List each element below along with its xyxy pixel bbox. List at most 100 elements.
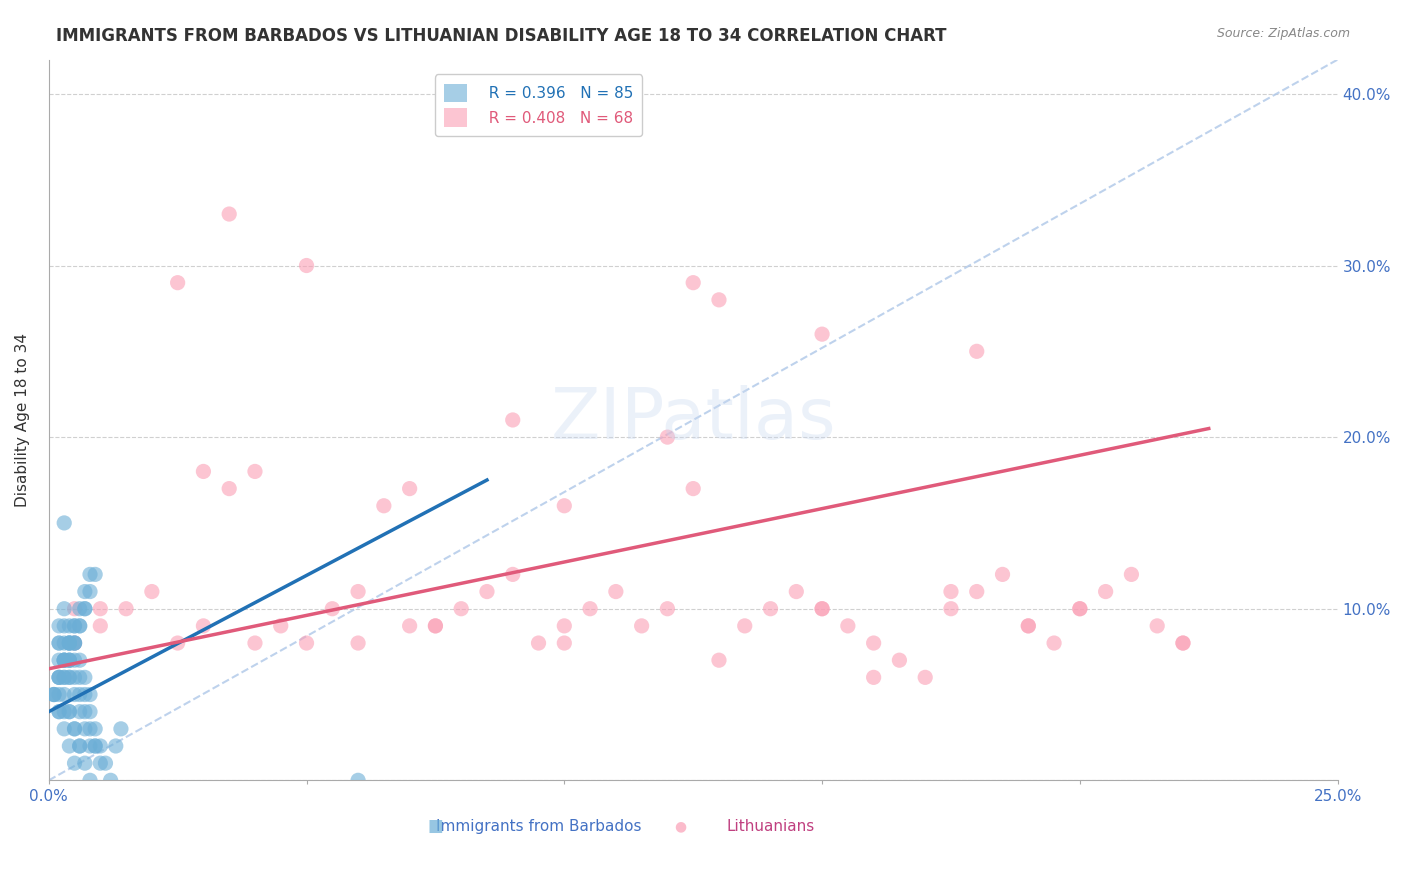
Point (63, 688, 86, 702)
Point (89, 601, 111, 615)
Point (966, 344, 988, 359)
Point (42, 688, 65, 702)
Point (1069, 601, 1091, 615)
Y-axis label: Disability Age 18 to 34: Disability Age 18 to 34 (15, 333, 30, 507)
Point (110, 722, 132, 736)
Point (115, 601, 138, 615)
Point (502, 567, 524, 582)
Point (553, 619, 575, 633)
Point (84, 722, 107, 736)
Point (1094, 584, 1116, 599)
Point (58, 705, 80, 719)
Point (63, 722, 86, 736)
Text: IMMIGRANTS FROM BARBADOS VS LITHUANIAN DISABILITY AGE 18 TO 34 CORRELATION CHART: IMMIGRANTS FROM BARBADOS VS LITHUANIAN D… (56, 27, 946, 45)
Point (79, 567, 101, 582)
Point (295, 259, 318, 273)
Point (69, 619, 91, 633)
Point (707, 293, 730, 307)
Point (100, 773, 122, 788)
Text: Immigrants from Barbados: Immigrants from Barbados (436, 819, 641, 834)
Point (53, 688, 76, 702)
Point (58, 636, 80, 650)
Point (657, 601, 679, 615)
Point (63, 636, 86, 650)
Point (53, 601, 76, 615)
Point (53, 653, 76, 667)
Point (42, 688, 65, 702)
Point (1017, 619, 1039, 633)
Point (939, 601, 962, 615)
Point (1069, 601, 1091, 615)
Point (63, 619, 86, 633)
Point (48, 636, 70, 650)
Point (48, 688, 70, 702)
Point (89, 619, 111, 633)
Point (373, 499, 395, 513)
Point (73, 601, 96, 615)
Point (862, 636, 884, 650)
Point (69, 653, 91, 667)
Text: ZIPatlas: ZIPatlas (550, 385, 837, 454)
Point (1043, 636, 1066, 650)
Point (53, 722, 76, 736)
Point (69, 739, 91, 753)
Point (79, 584, 101, 599)
Point (785, 584, 807, 599)
Point (73, 670, 96, 684)
Point (84, 739, 107, 753)
Point (707, 653, 730, 667)
Point (166, 276, 188, 290)
Point (502, 413, 524, 427)
Point (58, 653, 80, 667)
Point (48, 636, 70, 650)
Point (966, 584, 988, 599)
Point (347, 636, 370, 650)
Point (73, 705, 96, 719)
Point (243, 465, 266, 479)
Point (63, 756, 86, 771)
Point (42, 688, 65, 702)
Point (63, 653, 86, 667)
Point (69, 688, 91, 702)
Point (84, 739, 107, 753)
Point (63, 670, 86, 684)
Point (53, 653, 76, 667)
Point (89, 756, 111, 771)
Point (218, 482, 240, 496)
Text: Source: ZipAtlas.com: Source: ZipAtlas.com (1216, 27, 1350, 40)
Point (579, 601, 602, 615)
Point (73, 584, 96, 599)
Point (58, 636, 80, 650)
Point (243, 636, 266, 650)
Point (862, 670, 884, 684)
Point (58, 670, 80, 684)
Point (79, 705, 101, 719)
Point (63, 636, 86, 650)
Point (734, 619, 756, 633)
Point (48, 670, 70, 684)
Point (79, 773, 101, 788)
Point (939, 584, 962, 599)
Point (682, 482, 704, 496)
Point (141, 584, 163, 599)
Point (218, 207, 240, 221)
Point (48, 619, 70, 633)
Legend:   R = 0.396   N = 85,   R = 0.408   N = 68: R = 0.396 N = 85, R = 0.408 N = 68 (434, 74, 643, 136)
Point (347, 773, 370, 788)
Point (425, 619, 447, 633)
Point (58, 653, 80, 667)
Point (553, 499, 575, 513)
Point (53, 636, 76, 650)
Point (48, 670, 70, 684)
Point (69, 739, 91, 753)
Point (58, 705, 80, 719)
Point (193, 619, 215, 633)
Point (58, 670, 80, 684)
Point (79, 688, 101, 702)
Point (53, 653, 76, 667)
Point (58, 619, 80, 633)
Point (991, 567, 1014, 582)
Point (811, 601, 834, 615)
Point (759, 601, 782, 615)
Point (84, 567, 107, 582)
